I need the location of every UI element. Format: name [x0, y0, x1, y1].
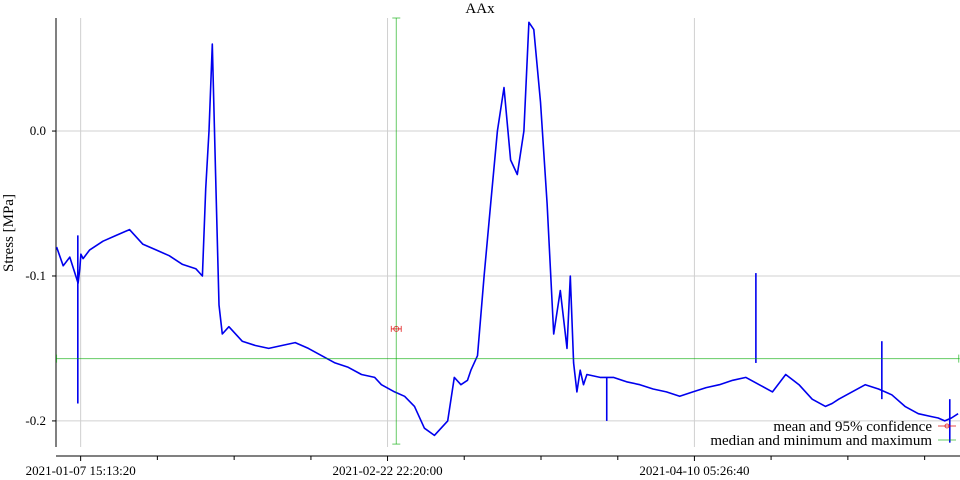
grid	[56, 18, 960, 447]
chart-title: AAx	[465, 1, 495, 17]
y-tick-label: -0.2	[25, 413, 46, 428]
series-line	[55, 21, 959, 437]
legend-label-mean: mean and 95% confidence	[773, 419, 932, 435]
x-tick-label: 2021-01-07 15:13:20	[26, 463, 136, 478]
legend-marker-mean	[944, 423, 950, 429]
x-tick-label: 2021-04-10 05:26:40	[639, 463, 749, 478]
stats-layer	[56, 17, 960, 445]
x-tick-label: 2021-02-22 22:20:00	[332, 463, 442, 478]
y-axis-label: Stress [MPa]	[1, 194, 17, 272]
legend-label-median: median and minimum and maximum	[710, 433, 932, 449]
y-tick-label: 0.0	[30, 123, 46, 138]
axes: 0.0 -0.1 -0.2 2021-01-07 15:13:20 2021-02-22…	[25, 18, 960, 478]
y-tick-label: -0.1	[25, 268, 46, 283]
series-layer	[55, 21, 959, 443]
mean-marker	[393, 325, 400, 332]
